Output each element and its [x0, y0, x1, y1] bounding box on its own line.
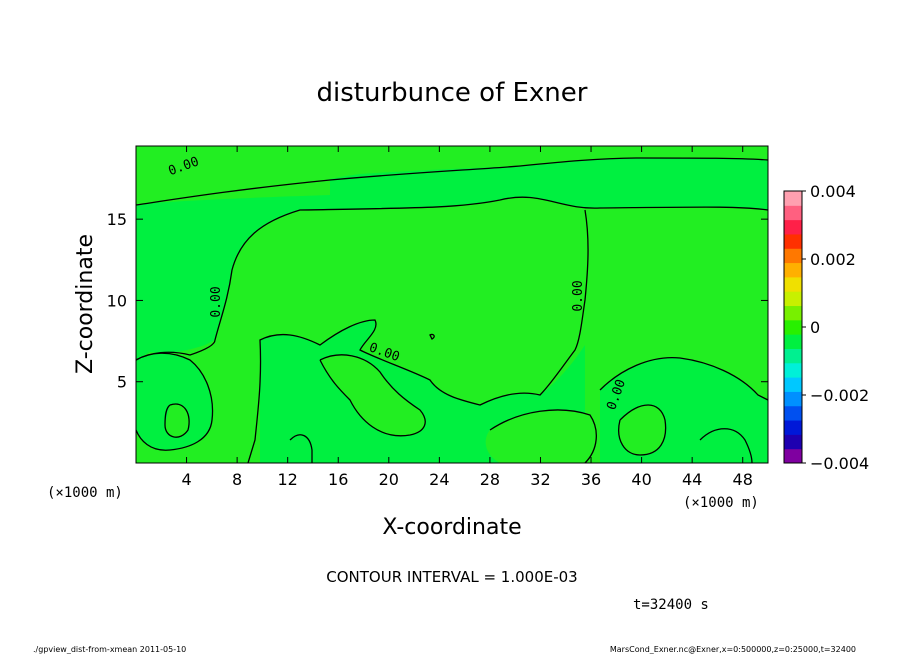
colorbar-swatch-15 — [784, 233, 802, 249]
colorbar-swatch-0 — [784, 448, 802, 464]
colorbar-tick-label-3: −0.002 — [810, 386, 869, 405]
colorbar-tick-label-1: 0.002 — [810, 250, 856, 269]
lower-positive-patch-2 — [320, 354, 426, 436]
contour-label-3: 0.00 — [571, 280, 586, 311]
x-unit-right: (×1000 m) — [683, 495, 759, 511]
colorbar-tick-label-0: 0.004 — [810, 182, 856, 201]
x-tick-label-9: 40 — [631, 470, 651, 489]
colorbar-swatch-11 — [784, 291, 802, 307]
x-tick-label-11: 48 — [733, 470, 753, 489]
time-text: t=32400 s — [633, 597, 709, 613]
colorbar-swatch-1 — [784, 434, 802, 450]
colorbar-swatch-3 — [784, 405, 802, 421]
colorbar-swatch-8 — [784, 334, 802, 349]
colorbar-swatch-6 — [784, 362, 802, 378]
y-tick-label-1: 10 — [107, 291, 127, 310]
colorbar: 0.004 0.002 0 −0.002 −0.004 — [783, 182, 869, 473]
colorbar-swatch-9 — [784, 319, 802, 335]
colorbar-tick-label-2: 0 — [810, 318, 820, 337]
x-axis: 4 8 12 16 20 24 28 32 36 40 44 48 — [181, 146, 753, 489]
colorbar-swatch-4 — [784, 391, 802, 407]
plot-frame — [135, 145, 769, 464]
colorbar-swatch-17 — [784, 205, 802, 221]
y-axis-label: Z-coordinate — [73, 234, 98, 374]
x-tick-label-0: 4 — [181, 470, 191, 489]
x-tick-label-4: 20 — [379, 470, 399, 489]
colorbar-swatch-13 — [784, 262, 802, 278]
footer-left: ./gpview_dist-from-xmean 2011-05-10 — [33, 645, 186, 654]
y-tick-label-0: 5 — [117, 373, 127, 392]
y-axis: 5 10 15 — [107, 210, 768, 392]
colorbar-swatch-5 — [784, 377, 802, 392]
inner-positive-region — [136, 180, 330, 205]
contour-interval-text: CONTOUR INTERVAL = 1.000E-03 — [326, 568, 577, 586]
colorbar-swatch-7 — [784, 348, 802, 364]
x-unit-left: (×1000 m) — [47, 485, 123, 501]
x-tick-label-10: 44 — [682, 470, 702, 489]
x-tick-label-3: 16 — [328, 470, 348, 489]
x-tick-label-7: 32 — [530, 470, 550, 489]
colorbar-swatch-2 — [784, 420, 802, 435]
colorbar-swatch-12 — [784, 276, 802, 292]
chart-title: disturbunce of Exner — [317, 78, 588, 108]
lower-positive-patch-1 — [165, 404, 190, 438]
lower-positive-patch-4 — [485, 410, 597, 463]
y-tick-label-2: 15 — [107, 210, 127, 229]
footer-right: MarsCond_Exner.nc@Exner,x=0:500000,z=0:2… — [610, 645, 856, 654]
x-tick-label-5: 24 — [429, 470, 449, 489]
lower-negative-left — [136, 353, 213, 451]
positive-region-top — [136, 146, 768, 205]
x-tick-label-1: 8 — [232, 470, 242, 489]
contour-lines — [135, 157, 769, 464]
x-axis-label: X-coordinate — [382, 515, 521, 540]
negative-region-top — [136, 146, 768, 360]
colorbar-swatch-14 — [784, 248, 802, 264]
colorbar-swatch-18 — [784, 191, 802, 206]
colorbar-tick-label-4: −0.004 — [810, 454, 869, 473]
x-tick-label-8: 36 — [581, 470, 601, 489]
x-tick-label-6: 28 — [480, 470, 500, 489]
contour-label-1: 0.00 — [209, 286, 224, 317]
plot-area: 0.000.000.000.000.00 — [135, 145, 769, 464]
colorbar-swatch-10 — [784, 305, 802, 321]
x-tick-label-2: 12 — [278, 470, 298, 489]
colorbar-swatch-16 — [784, 219, 802, 235]
lower-positive-patch-3 — [618, 405, 666, 455]
